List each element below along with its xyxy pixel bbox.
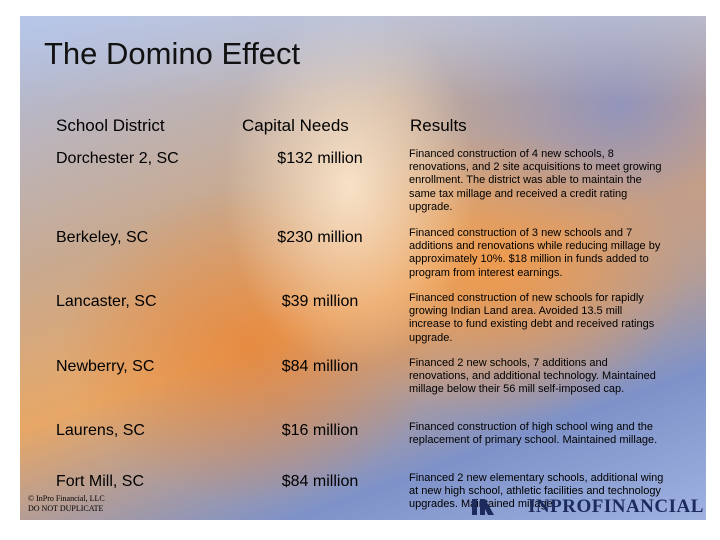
company-logo-icon — [472, 499, 494, 515]
title-panel — [20, 16, 706, 100]
row-capital-needs: $230 million — [277, 229, 363, 246]
row-capital-needs: $84 million — [281, 358, 359, 375]
header-school-district: School District — [56, 116, 165, 135]
slide-title: The Domino Effect — [44, 36, 301, 71]
row-result: Financed 2 new schools, 7 additions and … — [409, 357, 656, 396]
header-capital-needs: Capital Needs — [242, 116, 349, 135]
copyright-line: © InPro Financial, LLC — [28, 494, 105, 503]
header-results: Results — [410, 116, 467, 135]
company-logo-text: INPROFINANCIAL — [528, 496, 704, 517]
row-result: Financed construction of 3 new schools a… — [409, 227, 661, 279]
row-result: Financed construction of 4 new schools, … — [409, 148, 662, 213]
do-not-duplicate-line: DO NOT DUPLICATE — [28, 504, 104, 513]
row-district: Dorchester 2, SC — [56, 150, 179, 167]
row-district: Lancaster, SC — [56, 293, 157, 310]
row-result: Financed 2 new elementary schools, addit… — [409, 472, 664, 511]
copyright-notice: © InPro Financial, LLC DO NOT DUPLICATE — [28, 494, 105, 514]
row-district: Berkeley, SC — [56, 229, 149, 246]
slide-background — [20, 16, 706, 520]
row-result: Financed construction of high school win… — [409, 421, 658, 447]
row-result: Financed construction of new schools for… — [409, 292, 655, 344]
row-capital-needs: $84 million — [281, 473, 359, 490]
row-capital-needs: $39 million — [281, 293, 359, 310]
row-district: Newberry, SC — [56, 358, 155, 375]
row-capital-needs: $16 million — [281, 422, 359, 439]
row-capital-needs: $132 million — [277, 150, 363, 167]
row-district: Fort Mill, SC — [56, 473, 144, 490]
row-district: Laurens, SC — [56, 422, 145, 439]
